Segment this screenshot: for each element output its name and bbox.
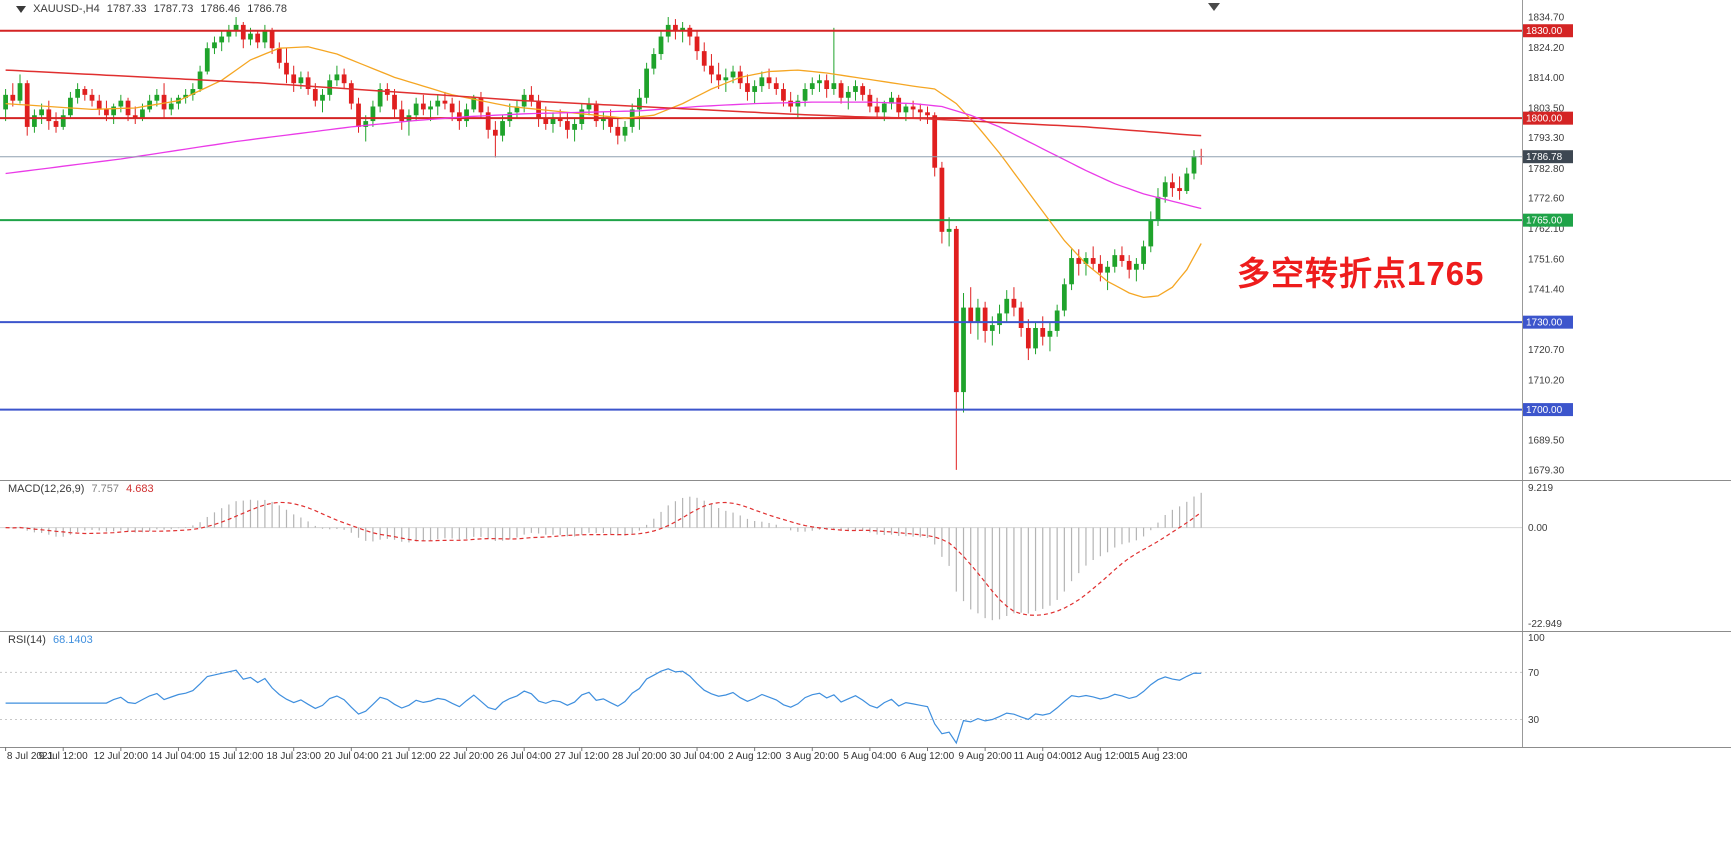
svg-text:20 Jul 04:00: 20 Jul 04:00 [324,751,379,762]
svg-text:11 Aug 04:00: 11 Aug 04:00 [1014,751,1073,762]
mid-ma-magenta [5,101,1202,210]
moving-average-lines [5,46,1202,299]
svg-text:1834.70: 1834.70 [1528,13,1565,24]
svg-text:100: 100 [1528,633,1545,644]
svg-text:30: 30 [1528,715,1540,726]
rsi-label: RSI(14) [8,634,46,646]
svg-text:1800.00: 1800.00 [1526,114,1563,125]
rsi-line [5,668,1202,745]
svg-text:2 Aug 12:00: 2 Aug 12:00 [728,751,782,762]
ohlc-close: 1786.78 [247,3,287,15]
ohlc-high: 1787.73 [153,3,194,15]
svg-text:9 Jul 12:00: 9 Jul 12:00 [39,751,88,762]
svg-text:22 Jul 20:00: 22 Jul 20:00 [439,751,494,762]
svg-text:1786.78: 1786.78 [1526,152,1563,163]
svg-text:15 Aug 23:00: 15 Aug 23:00 [1129,751,1188,762]
horizontal-level-lines[interactable] [0,29,1522,411]
svg-text:1700.00: 1700.00 [1526,405,1563,416]
svg-text:1751.60: 1751.60 [1528,255,1565,266]
svg-text:15 Jul 12:00: 15 Jul 12:00 [209,751,264,762]
svg-text:9.219: 9.219 [1528,483,1553,494]
svg-text:26 Jul 04:00: 26 Jul 04:00 [497,751,552,762]
svg-text:21 Jul 12:00: 21 Jul 12:00 [382,751,437,762]
macd-panel[interactable]: 9.219 0.00 -22.949 [0,483,1562,630]
ohlc-open: 1787.33 [106,3,147,15]
svg-text:1741.40: 1741.40 [1528,284,1565,295]
macd-label: MACD(12,26,9) [8,483,85,495]
svg-text:1782.80: 1782.80 [1528,164,1565,175]
rsi-value: 68.1403 [52,634,93,646]
symbol-dropdown-icon[interactable] [16,6,26,13]
svg-text:14 Jul 04:00: 14 Jul 04:00 [151,751,206,762]
panel-separators[interactable] [0,480,1731,748]
svg-text:12 Aug 12:00: 12 Aug 12:00 [1071,751,1130,762]
main-price-panel[interactable] [0,3,1522,470]
svg-text:18 Jul 23:00: 18 Jul 23:00 [266,751,321,762]
rsi-indicator-header: RSI(14) 68.1403 [8,634,97,646]
svg-text:1730.00: 1730.00 [1526,318,1563,329]
fast-ma-orange [5,46,1202,299]
ohlc-low: 1786.46 [200,3,241,15]
svg-text:1824.20: 1824.20 [1528,43,1565,54]
svg-text:1720.70: 1720.70 [1528,345,1565,356]
svg-text:27 Jul 12:00: 27 Jul 12:00 [555,751,610,762]
svg-text:1793.30: 1793.30 [1528,133,1565,144]
svg-text:1689.50: 1689.50 [1528,436,1565,447]
chart-shift-marker-icon[interactable] [1208,3,1220,11]
svg-text:1830.00: 1830.00 [1526,26,1563,37]
svg-text:8 Jul 2021: 8 Jul 2021 [7,751,54,762]
svg-text:30 Jul 04:00: 30 Jul 04:00 [670,751,725,762]
svg-text:1772.60: 1772.60 [1528,194,1565,205]
svg-text:3 Aug 20:00: 3 Aug 20:00 [786,751,840,762]
svg-text:1765.00: 1765.00 [1526,216,1563,227]
price-axis[interactable]: 1834.70 1824.20 1814.00 1803.50 1793.30 1782.… [1522,0,1574,747]
slow-ma-red [5,69,1202,137]
svg-text:9 Aug 20:00: 9 Aug 20:00 [958,751,1012,762]
macd-signal-value: 4.683 [126,483,154,495]
svg-text:-22.949: -22.949 [1528,619,1562,630]
macd-main-value: 7.757 [91,483,120,495]
svg-text:1814.00: 1814.00 [1528,73,1565,84]
chart-ohlc-header: XAUUSD-,H4 1787.33 1787.73 1786.46 1786.… [16,3,291,15]
svg-text:6 Aug 12:00: 6 Aug 12:00 [901,751,955,762]
macd-signal-line [5,501,1202,616]
svg-text:12 Jul 20:00: 12 Jul 20:00 [94,751,149,762]
annotation-text: 多空转折点1765 [1237,255,1485,292]
candlestick-layer [3,17,1204,470]
svg-text:28 Jul 20:00: 28 Jul 20:00 [612,751,667,762]
symbol-timeframe: XAUUSD-,H4 [33,3,100,15]
svg-text:1679.30: 1679.30 [1528,465,1565,476]
macd-indicator-header: MACD(12,26,9) 7.757 4.683 [8,483,158,495]
rsi-panel[interactable]: 100 70 30 [0,633,1545,745]
svg-text:70: 70 [1528,668,1540,679]
svg-text:1762.10: 1762.10 [1528,224,1565,235]
svg-text:0.00: 0.00 [1528,523,1548,534]
svg-text:5 Aug 04:00: 5 Aug 04:00 [843,751,897,762]
svg-text:1710.20: 1710.20 [1528,375,1565,386]
svg-text:1803.50: 1803.50 [1528,103,1565,114]
